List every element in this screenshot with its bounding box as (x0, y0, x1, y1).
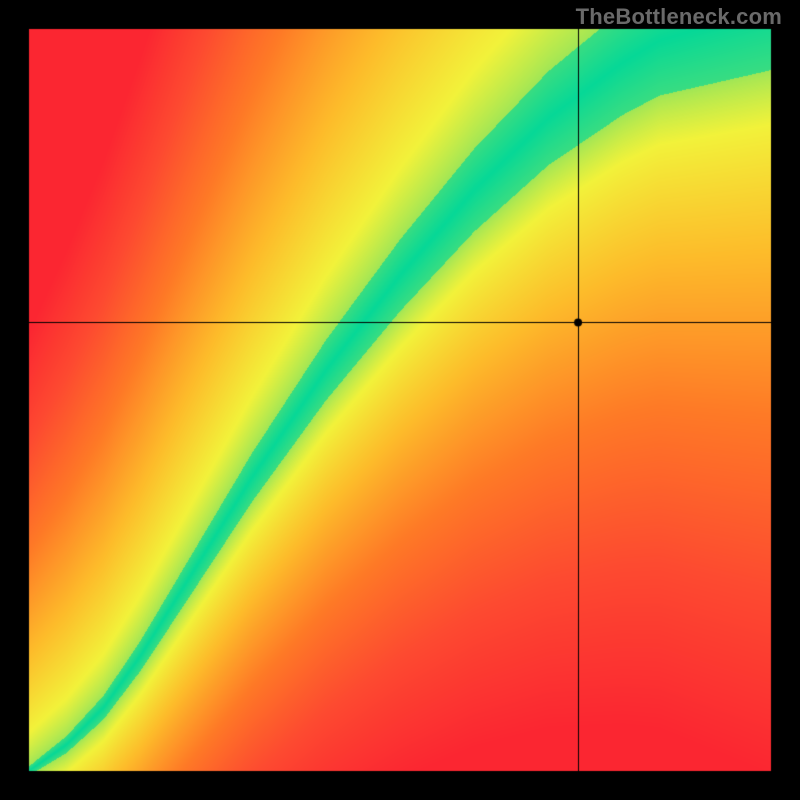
watermark-label: TheBottleneck.com (576, 4, 782, 30)
bottleneck-heatmap-chart: TheBottleneck.com (0, 0, 800, 800)
heatmap-canvas (0, 0, 800, 800)
